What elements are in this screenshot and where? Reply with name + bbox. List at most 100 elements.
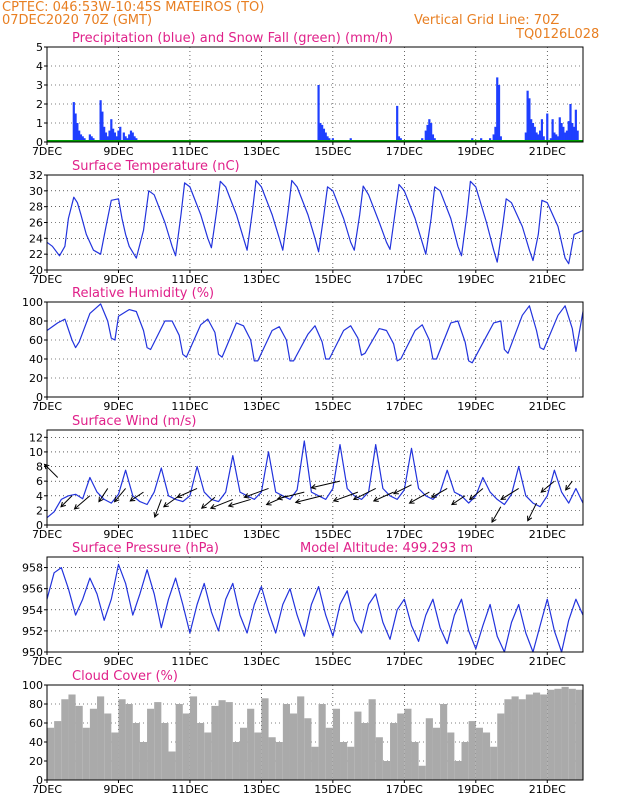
cloud-bar	[318, 704, 326, 780]
precipitation-bar	[571, 123, 574, 142]
precipitation-bar	[101, 111, 104, 142]
cloud-bar	[254, 732, 262, 780]
precipitation-bar	[108, 130, 111, 142]
precipitation-bar	[565, 130, 569, 142]
wind-arrow-head	[98, 496, 104, 503]
wind-arrow-head	[540, 487, 547, 493]
wind-xtick-label: 9DEC	[103, 528, 133, 541]
precipitation-bar	[317, 85, 320, 142]
wind-arrow-shaft	[98, 488, 109, 502]
precipitation-bar	[117, 130, 120, 142]
wind-arrow-head	[352, 495, 359, 501]
wind-arrow-head	[73, 504, 80, 510]
cloud-bar	[490, 746, 498, 780]
humidity-ytick-label: 60	[29, 334, 43, 347]
humidity-ytick-label: 80	[29, 315, 43, 328]
wind-arrow-head	[200, 503, 207, 509]
wind-arrow-head	[491, 517, 497, 524]
precipitation-bar	[81, 136, 84, 142]
wind-arrow	[352, 488, 376, 501]
precipitation-bar	[572, 126, 576, 142]
wind-arrow	[565, 480, 573, 491]
precipitation-ytick-label: 0	[36, 136, 43, 149]
precipitation-bar	[567, 121, 570, 142]
precipitation-bar	[530, 119, 533, 142]
wind-arrow-head	[60, 501, 66, 508]
precipitation-bar	[76, 123, 79, 142]
wind-frame	[46, 429, 584, 526]
wind-arrow-head	[265, 500, 272, 506]
precipitation-bar	[553, 132, 556, 142]
cloud-xtick-label: 15DEC	[314, 783, 351, 796]
pressure-subtitle: Model Altitude: 499.293 m	[300, 541, 473, 556]
cloud-xtick-label: 17DEC	[386, 783, 423, 796]
wind-arrow-head	[176, 492, 183, 499]
wind-arrow-shaft	[540, 480, 555, 493]
wind-arrow-shaft	[210, 498, 233, 509]
cloud-bar	[282, 704, 290, 780]
cloud-bar	[354, 711, 362, 780]
wind-arrow-shaft	[244, 487, 269, 498]
cloud-title: Cloud Cover (%)	[72, 669, 178, 684]
precipitation-xtick-label: 21DEC	[529, 145, 566, 158]
wind-arrow	[372, 491, 394, 502]
cloud-bar	[368, 699, 376, 780]
cloud-bar	[575, 689, 583, 780]
cloud-bar	[168, 751, 176, 780]
cloud-bar	[382, 761, 391, 780]
cloud-bar	[139, 742, 148, 780]
temperature-ytick-label: 32	[29, 169, 43, 182]
cloud-bar	[175, 704, 183, 780]
cloud-bar	[461, 742, 469, 780]
cloud-bar	[247, 708, 255, 780]
cloud-bar	[540, 694, 548, 780]
humidity-frame	[46, 301, 584, 398]
cloud-bar	[340, 742, 348, 780]
cloud-xtick-label: 13DEC	[243, 783, 280, 796]
wind-arrow-shaft	[565, 480, 573, 491]
pressure-frame	[46, 556, 584, 653]
precipitation-bar	[560, 123, 563, 142]
cloud-ytick-label: 0	[36, 774, 43, 787]
wind-arrow	[98, 488, 109, 503]
precipitation-ytick-label: 3	[36, 79, 43, 92]
humidity-xtick-label: 13DEC	[243, 400, 280, 413]
cloud-ytick-label: 80	[29, 698, 43, 711]
precipitation-ytick-label: 5	[36, 41, 43, 54]
precipitation-bar	[428, 119, 431, 142]
pressure-xtick-label: 9DEC	[103, 655, 133, 668]
cloud-bar	[75, 705, 83, 780]
precipitation-xtick-label: 11DEC	[171, 145, 208, 158]
wind-arrow	[294, 495, 323, 505]
temperature-ytick-label: 30	[29, 185, 43, 198]
precipitation-bar	[535, 132, 538, 142]
wind-arrow	[408, 491, 430, 504]
precipitation-bar	[562, 126, 565, 142]
precipitation-bar	[424, 130, 427, 142]
wind-xtick-label: 7DEC	[32, 528, 62, 541]
precipitation-bar	[555, 134, 558, 142]
cloud-bar	[182, 713, 190, 780]
temperature-line	[46, 179, 584, 265]
wind-arrow-head	[500, 494, 507, 501]
wind-ytick-label: 8	[36, 461, 43, 474]
wind-arrow-shaft	[311, 480, 341, 489]
temperature-xtick-label: 21DEC	[529, 273, 566, 286]
cloud-bar	[361, 723, 369, 780]
cloud-bar	[547, 689, 555, 780]
cloud-bar	[568, 688, 576, 780]
humidity-ytick-label: 40	[29, 353, 43, 366]
cloud-xtick-label: 21DEC	[529, 783, 566, 796]
precipitation-bar	[119, 126, 122, 142]
precipitation-xtick-label: 9DEC	[103, 145, 133, 158]
cloud-bar	[104, 713, 112, 780]
wind-ytick-label: 12	[29, 431, 43, 444]
wind-arrow	[430, 488, 448, 498]
cloud-bar	[404, 708, 412, 780]
precipitation-bar	[115, 136, 118, 142]
humidity-ytick-label: 100	[22, 296, 43, 309]
precipitation-bar	[112, 128, 115, 142]
wind-arrow-shaft	[130, 491, 144, 502]
wind-arrow-head	[43, 463, 50, 470]
